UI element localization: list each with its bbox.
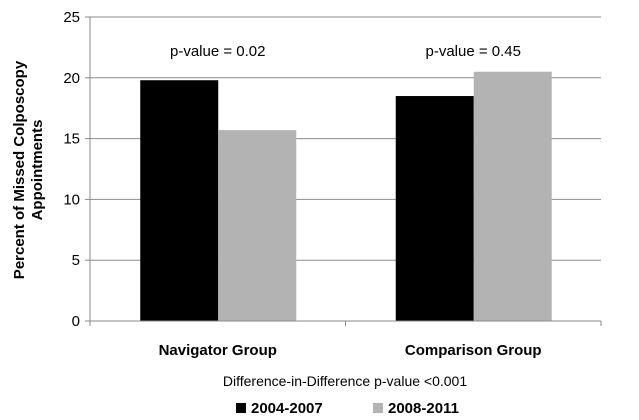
y-tick-label: 0 xyxy=(72,313,80,330)
p-value-annotation: p-value = 0.02 xyxy=(170,43,266,60)
y-axis-label-line-1: Percent of Missed Colposcopy xyxy=(11,60,28,279)
annotations: p-value = 0.02 p-value = 0.45 xyxy=(170,43,521,60)
y-tick-label: 20 xyxy=(63,70,80,87)
bar-comparison-2004-2007 xyxy=(395,96,474,321)
bar-navigator-2008-2011 xyxy=(218,130,297,321)
y-tick-label: 15 xyxy=(63,131,80,148)
category-label: Navigator Group xyxy=(159,342,277,359)
y-tick-label: 25 xyxy=(63,9,80,26)
bars xyxy=(140,71,552,322)
y-axis-label: Percent of Missed Colposcopy Appointment… xyxy=(11,60,46,279)
bar-navigator-2004-2007 xyxy=(140,80,219,322)
y-tick-label: 10 xyxy=(63,191,80,208)
y-axis-label-line-2: Appointments xyxy=(29,120,46,221)
legend-swatch-2008-2011 xyxy=(373,403,383,413)
bar-comparison-2008-2011 xyxy=(473,71,552,321)
legend-label-2008-2011: 2008-2011 xyxy=(388,400,459,417)
category-label: Comparison Group xyxy=(405,342,542,359)
difference-note: Difference-in-Difference p-value <0.001 xyxy=(223,373,467,389)
axes xyxy=(89,17,601,322)
legend: 2004-2007 2008-2011 xyxy=(236,400,459,417)
y-tick-labels: 0 5 10 15 20 25 xyxy=(63,9,80,330)
category-labels: Navigator Group Comparison Group xyxy=(159,342,542,359)
legend-swatch-2004-2007 xyxy=(236,403,246,413)
p-value-annotation: p-value = 0.45 xyxy=(426,43,522,60)
legend-label-2004-2007: 2004-2007 xyxy=(251,400,323,417)
y-tick-label: 5 xyxy=(72,252,80,269)
